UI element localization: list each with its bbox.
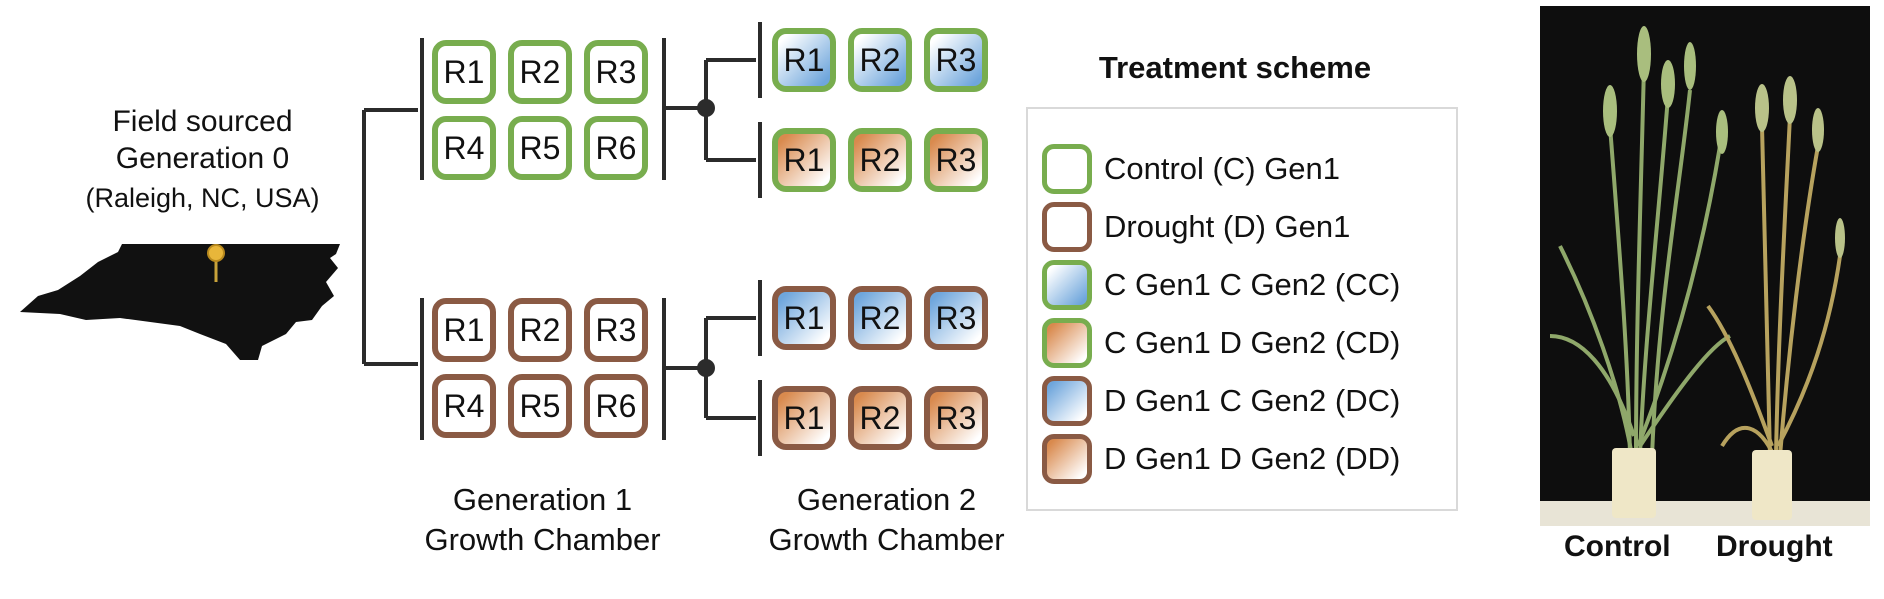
legend-box: Control (C) Gen1 Drought (D) Gen1 C Gen1… bbox=[1026, 107, 1458, 511]
north-carolina-map bbox=[20, 244, 340, 360]
legend-item-control-gen1: Control (C) Gen1 bbox=[1042, 143, 1340, 195]
gen2-dc-rep-box: R3 bbox=[924, 286, 988, 350]
gen2-label-line-1: Generation 2 bbox=[796, 482, 977, 517]
legend-label: C Gen1 D Gen2 (CD) bbox=[1104, 325, 1401, 360]
gen2-dd-rep-box: R1 bbox=[772, 386, 836, 450]
diagram-lines bbox=[20, 22, 762, 456]
gen2-cd-rep-box: R1 bbox=[772, 128, 836, 192]
gen1-drought-rep-box: R4 bbox=[432, 374, 496, 438]
legend-item-cc: C Gen1 C Gen2 (CC) bbox=[1042, 259, 1400, 311]
gen2-cd-rep-box: R3 bbox=[924, 128, 988, 192]
legend-label: D Gen1 D Gen2 (DD) bbox=[1104, 441, 1401, 476]
gen1-control-rep-box: R2 bbox=[508, 40, 572, 104]
legend-swatch-cd bbox=[1042, 318, 1092, 368]
legend-swatch-dd bbox=[1042, 434, 1092, 484]
legend-label: C Gen1 C Gen2 (CC) bbox=[1104, 267, 1401, 302]
legend-label: Drought (D) Gen1 bbox=[1104, 209, 1351, 244]
gen1-control-rep-box: R3 bbox=[584, 40, 648, 104]
gen2-dc-rep-box: R2 bbox=[848, 286, 912, 350]
photo-label-control: Control bbox=[1564, 530, 1671, 563]
origin-line-2: Generation 0 bbox=[115, 142, 290, 175]
gen2-dd-rep-box: R3 bbox=[924, 386, 988, 450]
map-pin-icon bbox=[207, 244, 225, 262]
legend-swatch-dc bbox=[1042, 376, 1092, 426]
gen2-cc-rep-box: R2 bbox=[848, 28, 912, 92]
gen1-drought-rep-box: R2 bbox=[508, 298, 572, 362]
plant-photo bbox=[1540, 6, 1870, 526]
gen2-dc-rep-box: R1 bbox=[772, 286, 836, 350]
gen1-label-line-1: Generation 1 bbox=[452, 482, 633, 517]
legend-swatch-cc bbox=[1042, 260, 1092, 310]
gen2-label-line-2: Growth Chamber bbox=[768, 522, 1005, 557]
legend-label: D Gen1 C Gen2 (DC) bbox=[1104, 383, 1401, 418]
legend-item-dd: D Gen1 D Gen2 (DD) bbox=[1042, 433, 1400, 485]
legend-swatch-control-gen1 bbox=[1042, 144, 1092, 194]
gen1-control-rep-box: R5 bbox=[508, 116, 572, 180]
gen1-drought-rep-box: R6 bbox=[584, 374, 648, 438]
legend-swatch-drought-gen1 bbox=[1042, 202, 1092, 252]
junction-dot-drought bbox=[697, 359, 715, 377]
gen2-cc-rep-box: R1 bbox=[772, 28, 836, 92]
photo-label-drought: Drought bbox=[1716, 530, 1833, 563]
wheat-plants-image bbox=[1540, 6, 1870, 526]
gen1-label-line-2: Growth Chamber bbox=[424, 522, 661, 557]
junction-dot-control bbox=[697, 99, 715, 117]
legend-item-cd: C Gen1 D Gen2 (CD) bbox=[1042, 317, 1400, 369]
gen1-drought-rep-box: R3 bbox=[584, 298, 648, 362]
gen1-drought-rep-box: R5 bbox=[508, 374, 572, 438]
legend-item-dc: D Gen1 C Gen2 (DC) bbox=[1042, 375, 1400, 427]
gen1-control-rep-box: R4 bbox=[432, 116, 496, 180]
gen2-dd-rep-box: R2 bbox=[848, 386, 912, 450]
legend-item-drought-gen1: Drought (D) Gen1 bbox=[1042, 201, 1350, 253]
origin-line-3: (Raleigh, NC, USA) bbox=[85, 183, 320, 213]
gen2-cd-rep-box: R2 bbox=[848, 128, 912, 192]
gen1-drought-rep-box: R1 bbox=[432, 298, 496, 362]
gen1-control-rep-box: R6 bbox=[584, 116, 648, 180]
legend-label: Control (C) Gen1 bbox=[1104, 151, 1341, 186]
origin-line-1: Field sourced bbox=[112, 105, 293, 138]
gen2-cc-rep-box: R3 bbox=[924, 28, 988, 92]
gen1-control-rep-box: R1 bbox=[432, 40, 496, 104]
scheme-title: Treatment scheme bbox=[1098, 50, 1372, 85]
